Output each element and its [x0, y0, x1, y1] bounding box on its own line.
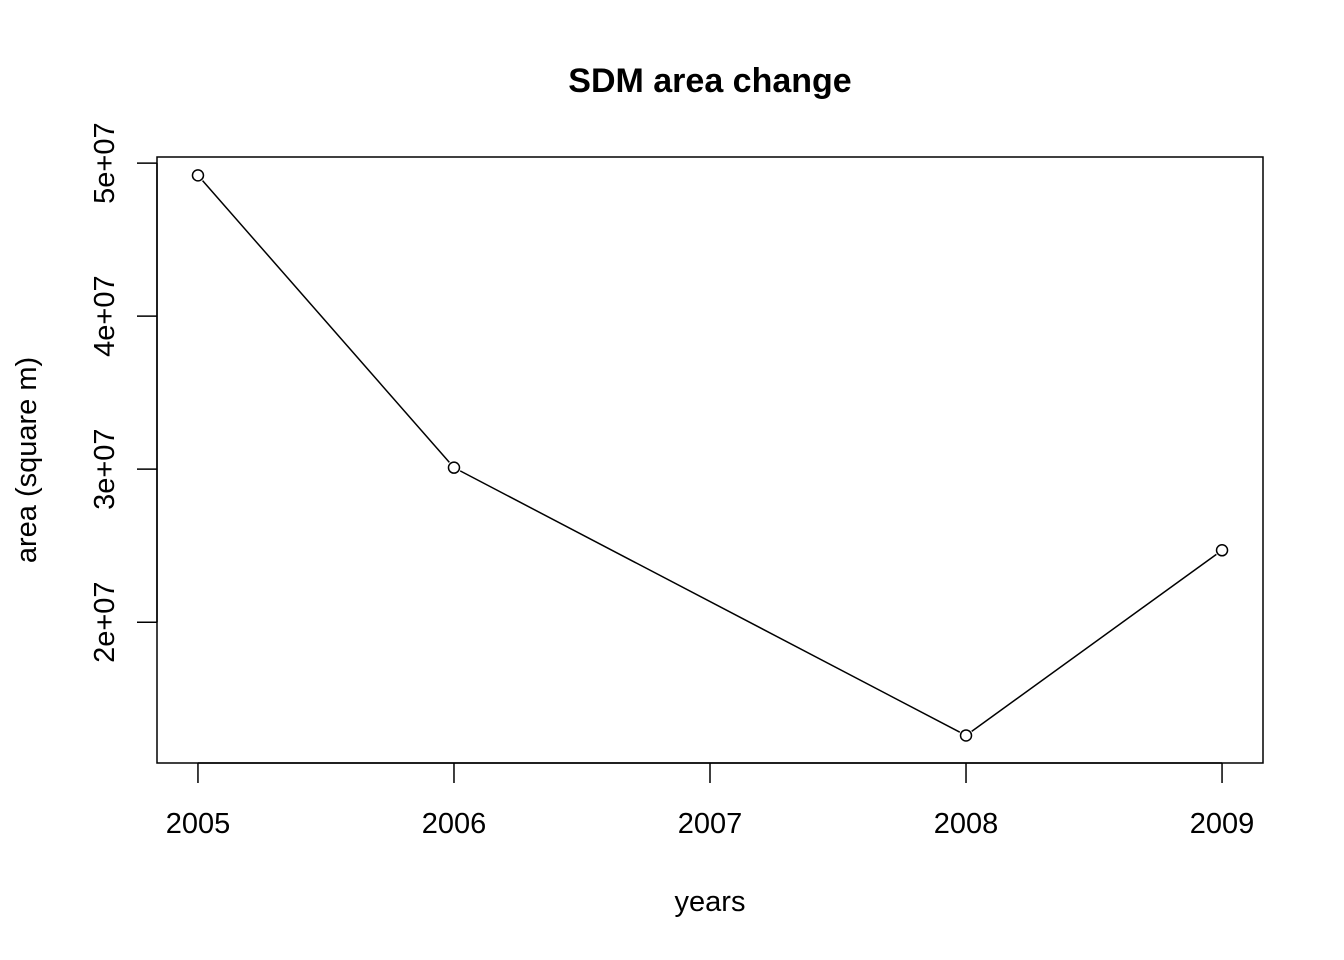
series-line-segment [202, 180, 450, 463]
y-axis: 2e+07 3e+07 4e+07 5e+07 [89, 122, 158, 663]
y-tick-label: 5e+07 [89, 122, 121, 203]
data-point [191, 169, 205, 182]
data-point [447, 461, 461, 474]
chart-title: SDM area change [568, 62, 851, 100]
x-tick-label: 2006 [422, 808, 487, 840]
plot-frame [156, 156, 1264, 764]
y-tick-label: 3e+07 [89, 428, 121, 509]
x-tick-label: 2005 [166, 808, 231, 840]
data-point [1215, 544, 1229, 557]
y-axis-label: area (square m) [11, 357, 43, 563]
y-tick-label: 2e+07 [89, 581, 121, 662]
data-series [191, 169, 1229, 742]
series-line-segment [971, 553, 1217, 732]
y-tick-label: 4e+07 [89, 275, 121, 356]
series-line-segment [459, 470, 961, 733]
data-point [959, 729, 973, 742]
x-axis: 2005 2006 2007 2008 2009 [166, 762, 1255, 840]
x-axis-label: years [675, 886, 746, 918]
x-tick-label: 2009 [1190, 808, 1255, 840]
x-tick-label: 2008 [934, 808, 999, 840]
x-tick-label: 2007 [678, 808, 743, 840]
